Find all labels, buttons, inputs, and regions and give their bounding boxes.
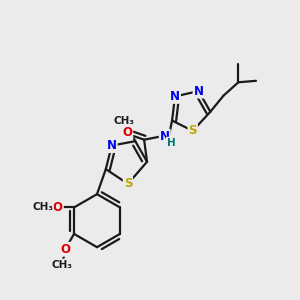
Text: CH₃: CH₃ bbox=[52, 260, 73, 269]
Text: CH₃: CH₃ bbox=[113, 116, 134, 126]
Text: N: N bbox=[107, 139, 117, 152]
Text: N: N bbox=[160, 130, 170, 143]
Text: N: N bbox=[194, 85, 204, 98]
Text: CH₃: CH₃ bbox=[32, 202, 53, 212]
Text: N: N bbox=[170, 90, 180, 103]
Text: S: S bbox=[188, 124, 197, 137]
Text: O: O bbox=[122, 126, 132, 139]
Text: S: S bbox=[124, 177, 132, 190]
Text: O: O bbox=[53, 201, 63, 214]
Text: H: H bbox=[167, 138, 176, 148]
Text: O: O bbox=[60, 243, 70, 256]
